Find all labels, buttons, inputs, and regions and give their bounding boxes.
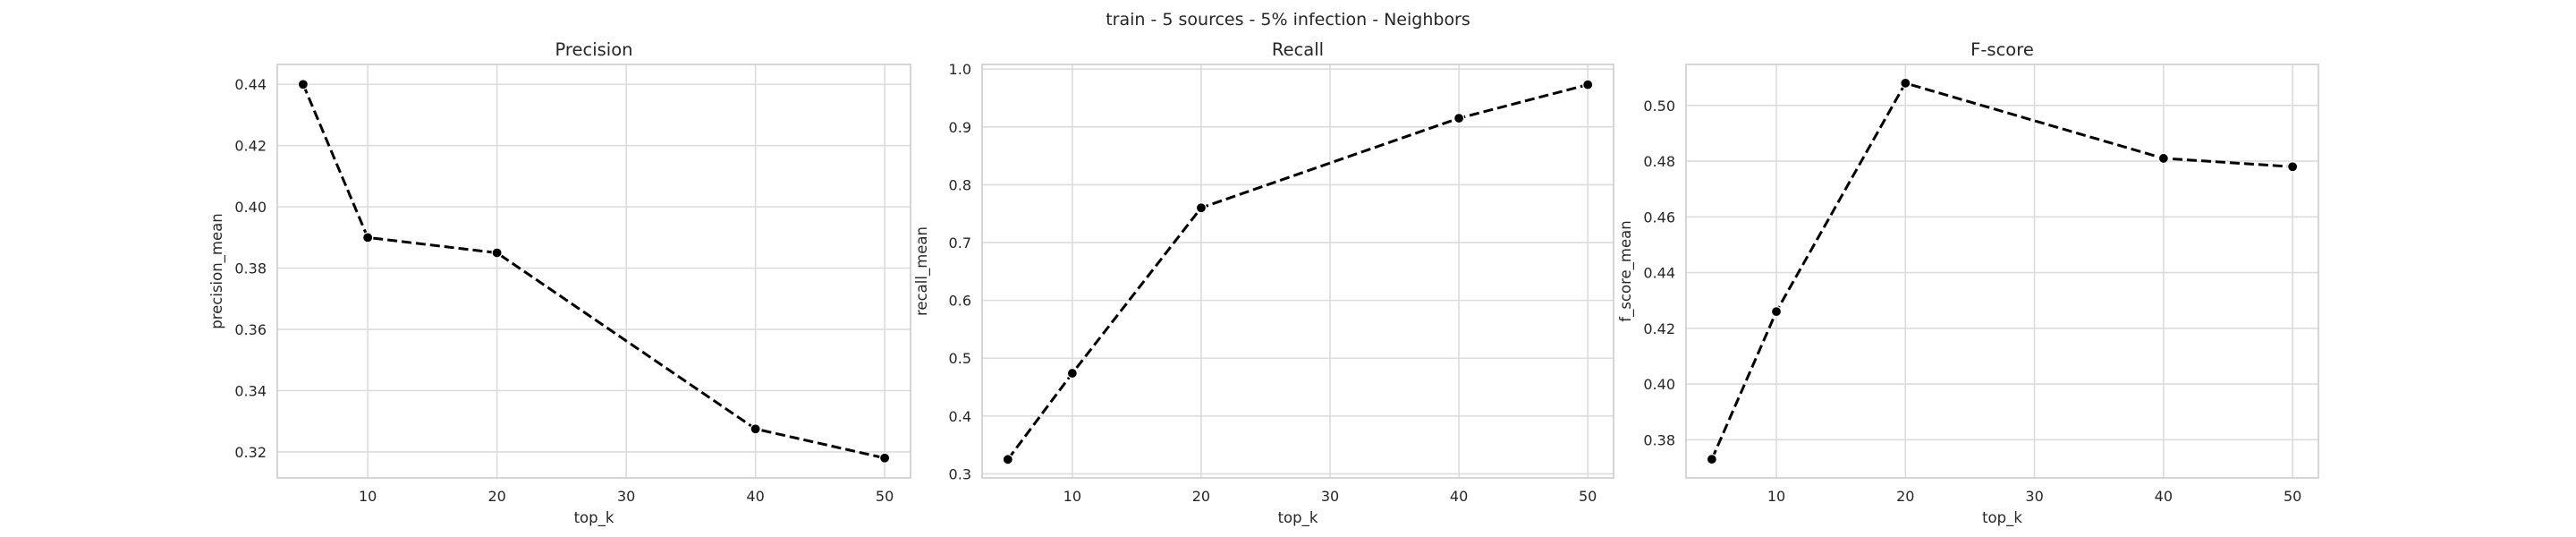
recall-x-tick-label: 10 bbox=[1063, 488, 1081, 505]
f-score-x-tick-label: 10 bbox=[1767, 488, 1785, 505]
recall-data-point bbox=[1195, 202, 1208, 214]
f-score-y-tick-label: 0.42 bbox=[1643, 320, 1675, 337]
recall-x-axis-label: top_k bbox=[1278, 509, 1318, 527]
precision-title: Precision bbox=[555, 39, 632, 60]
recall-x-tick-label: 50 bbox=[1579, 488, 1597, 505]
f-score-data-point bbox=[1770, 306, 1783, 318]
recall-y-tick-label: 0.3 bbox=[949, 465, 971, 482]
recall-axes-frame bbox=[981, 64, 1614, 479]
f-score-data-point bbox=[2157, 152, 2169, 165]
f-score-title: F-score bbox=[1970, 39, 2034, 60]
precision-x-tick-label: 10 bbox=[359, 488, 377, 505]
precision-x-tick-label: 50 bbox=[876, 488, 894, 505]
recall-series-line bbox=[1006, 83, 1589, 461]
recall-x-tick-label: 40 bbox=[1450, 488, 1468, 505]
precision-data-point bbox=[297, 79, 309, 90]
f-score-y-tick-label: 0.44 bbox=[1643, 265, 1675, 282]
recall-y-tick-label: 0.9 bbox=[949, 119, 971, 136]
precision-x-tick-label: 30 bbox=[617, 488, 635, 505]
precision-y-axis-label: precision_mean bbox=[208, 213, 226, 328]
f-score-data-point bbox=[2287, 161, 2299, 173]
recall-y-tick-label: 0.6 bbox=[949, 293, 971, 310]
recall-data-point bbox=[1453, 112, 1465, 124]
precision-x-tick-label: 20 bbox=[487, 488, 505, 505]
f-score-y-tick-label: 0.48 bbox=[1643, 153, 1675, 170]
f-score-y-tick-label: 0.38 bbox=[1643, 431, 1675, 448]
recall-y-tick-label: 0.7 bbox=[949, 234, 971, 251]
f-score-series-line bbox=[1710, 81, 2293, 460]
recall-data-point bbox=[1066, 367, 1078, 379]
precision-data-point bbox=[491, 247, 503, 259]
precision-x-tick-label: 40 bbox=[746, 488, 764, 505]
recall-subplot: 10 20 30 40 50 0.3 0.4 0.5 0.6 0.7 0.8 0.9 1.0 Recall… bbox=[913, 39, 1614, 527]
f-score-data-point bbox=[1900, 77, 1911, 89]
f-score-x-tick-label: 50 bbox=[2284, 488, 2301, 505]
f-score-y-tick-label: 0.40 bbox=[1643, 376, 1675, 393]
f-score-x-axis-label: top_k bbox=[1982, 509, 2022, 527]
f-score-axes-frame bbox=[1685, 64, 2319, 479]
recall-y-tick-label: 0.4 bbox=[949, 408, 971, 425]
recall-title: Recall bbox=[1272, 39, 1324, 60]
recall-data-point bbox=[1002, 454, 1013, 465]
precision-data-point bbox=[362, 232, 374, 243]
precision-y-tick-label: 0.44 bbox=[234, 76, 267, 93]
precision-y-tick-label: 0.40 bbox=[234, 199, 267, 216]
f-score-x-tick-label: 30 bbox=[2025, 488, 2043, 505]
recall-x-tick-label: 20 bbox=[1192, 488, 1210, 505]
precision-subplot: 10 20 30 40 50 0.32 0.34 0.36 0.38 0.40 0.42 0.44 Pr… bbox=[208, 39, 911, 527]
precision-x-axis-label: top_k bbox=[574, 509, 614, 527]
recall-y-axis-label: recall_mean bbox=[913, 226, 931, 316]
recall-y-tick-label: 0.5 bbox=[949, 350, 971, 367]
f-score-y-axis-label: f_score_mean bbox=[1617, 220, 1635, 321]
recall-data-point bbox=[1582, 79, 1594, 90]
precision-y-tick-label: 0.38 bbox=[234, 260, 267, 277]
f-score-subplot: 10 20 30 40 50 0.38 0.40 0.42 0.44 0.46 0.48 0.50 F-… bbox=[1617, 39, 2319, 527]
recall-y-tick-label: 1.0 bbox=[949, 61, 971, 78]
f-score-x-tick-label: 20 bbox=[1896, 488, 1914, 505]
figure-suptitle: train - 5 sources - 5% infection - Neigh… bbox=[1106, 10, 1470, 30]
precision-y-tick-label: 0.36 bbox=[234, 321, 267, 338]
f-score-y-tick-label: 0.50 bbox=[1643, 98, 1675, 115]
subplots-container: 10 20 30 40 50 0.32 0.34 0.36 0.38 0.40 0.42 0.44 Pr… bbox=[208, 39, 2319, 527]
f-score-y-tick-label: 0.46 bbox=[1643, 209, 1675, 226]
precision-y-tick-label: 0.32 bbox=[234, 444, 267, 461]
precision-data-point bbox=[879, 452, 891, 464]
f-score-x-tick-label: 40 bbox=[2155, 488, 2173, 505]
precision-data-point bbox=[750, 423, 761, 435]
precision-axes-frame bbox=[276, 64, 911, 479]
precision-series-line bbox=[301, 83, 886, 460]
recall-y-tick-label: 0.8 bbox=[949, 176, 971, 193]
precision-y-tick-label: 0.34 bbox=[234, 382, 267, 399]
recall-x-tick-label: 30 bbox=[1321, 488, 1339, 505]
precision-y-tick-label: 0.42 bbox=[234, 138, 267, 155]
f-score-data-point bbox=[1706, 454, 1717, 465]
